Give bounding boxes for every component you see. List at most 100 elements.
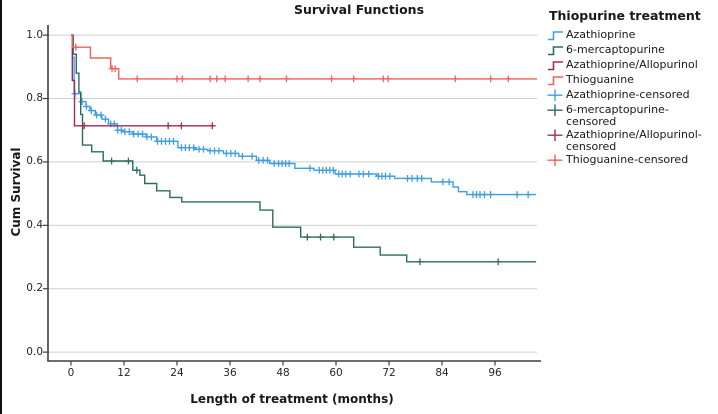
y-tick-label: 0.2	[26, 282, 43, 295]
step-line-icon	[547, 59, 566, 72]
censor-mark-thioguanine	[328, 75, 335, 83]
legend-item-label: Azathioprine/Allopurinol	[566, 58, 698, 71]
censor-mark-azathioprine	[445, 178, 453, 186]
censor-mark-azathioprine	[248, 152, 256, 160]
legend-item-label: 6-mercaptopurine	[566, 43, 665, 56]
censor-mark-6-mercaptopurine	[124, 157, 132, 165]
x-tick-label: 12	[117, 367, 131, 379]
legend-item-6-mercaptopurine: 6-mercaptopurine	[547, 44, 713, 57]
step-line-icon	[547, 44, 566, 57]
x-tick-label: 24	[170, 367, 184, 379]
censor-mark-azathioprine	[524, 191, 532, 198]
x-tick-label: 96	[488, 367, 502, 379]
censor-mark-azathioprine	[264, 156, 271, 164]
censor-mark-thioguanine	[213, 75, 221, 83]
censor-mark-6-mercaptopurine	[303, 233, 311, 241]
censor-mark-azathioprine	[346, 170, 354, 178]
plus-censor-icon	[547, 154, 566, 167]
legend-item-thioguanine: Thioguanine	[547, 74, 713, 87]
censor-mark-azathioprine	[487, 191, 495, 198]
step-line-icon	[547, 29, 566, 42]
censor-mark-azathioprine-allopurinol	[80, 122, 88, 130]
censor-mark-6-mercaptopurine	[133, 166, 141, 174]
censor-mark-azathioprine	[97, 111, 105, 119]
censor-mark-thioguanine	[451, 75, 459, 83]
y-tick-label: 1.0	[26, 28, 43, 41]
censor-mark-azathioprine	[190, 144, 198, 152]
legend-item-6-mercaptopurine-censored: 6-mercaptopurine-censored	[547, 104, 713, 127]
x-tick-label: 84	[435, 367, 449, 379]
censor-mark-6-mercaptopurine	[317, 233, 324, 241]
survival-curve-azathioprine-allopurinol	[71, 34, 214, 127]
censor-mark-thioguanine	[244, 75, 252, 83]
censor-mark-azathioprine	[329, 166, 337, 174]
censor-mark-azathioprine	[306, 164, 314, 172]
censor-mark-thioguanine	[178, 75, 186, 83]
censor-mark-thioguanine	[350, 75, 358, 83]
censor-mark-6-mercaptopurine	[108, 157, 116, 165]
censor-mark-6-mercaptopurine	[494, 258, 502, 266]
censor-mark-azathioprine-allopurinol	[178, 122, 185, 130]
censor-mark-azathioprine-allopurinol	[208, 122, 216, 130]
censor-mark-azathioprine	[83, 103, 90, 110]
legend-item-label: Azathioprine-censored	[566, 88, 690, 101]
y-tick-label: 0.6	[26, 155, 43, 168]
censor-mark-azathioprine	[125, 128, 133, 136]
x-axis-label: Length of treatment (months)	[190, 392, 394, 406]
censor-mark-thioguanine	[72, 43, 80, 51]
censor-mark-azathioprine	[87, 107, 95, 114]
censor-mark-azathioprine	[139, 130, 146, 138]
censor-mark-azathioprine	[418, 175, 426, 182]
censor-mark-azathioprine	[78, 98, 86, 106]
figure-left-border	[0, 0, 2, 414]
step-line-icon	[547, 74, 566, 87]
x-tick-label: 48	[276, 367, 290, 379]
legend-item-azathioprine-allopurinol: Azathioprine/Allopurinol	[547, 59, 713, 72]
x-tick-label: 36	[223, 367, 237, 379]
chart-title: Survival Functions	[293, 2, 425, 17]
censor-mark-azathioprine	[117, 126, 125, 134]
censor-mark-6-mercaptopurine	[416, 258, 424, 266]
legend-item-azathioprine: Azathioprine	[547, 29, 713, 42]
censor-mark-thioguanine	[384, 75, 392, 83]
censor-mark-thioguanine	[111, 65, 119, 73]
legend-item-label: 6-mercaptopurine-censored	[566, 103, 669, 128]
censor-mark-thioguanine	[133, 75, 141, 83]
censor-mark-thioguanine	[283, 75, 290, 83]
y-tick-label: 0.4	[26, 218, 43, 231]
censor-mark-thioguanine	[206, 75, 214, 83]
legend: Thiopurine treatment Azathioprine 6-merc…	[547, 8, 713, 169]
legend-item-azathioprine-censored: Azathioprine-censored	[547, 89, 713, 102]
censor-mark-6-mercaptopurine	[330, 233, 338, 241]
survival-curve-thioguanine	[71, 34, 537, 80]
y-tick-label: 0.8	[26, 92, 43, 105]
censor-mark-azathioprine	[200, 145, 207, 153]
censor-mark-azathioprine	[215, 147, 223, 155]
censor-mark-azathioprine	[170, 137, 177, 145]
censor-mark-thioguanine	[221, 75, 229, 83]
survival-curve-6-mercaptopurine	[71, 34, 537, 263]
censor-mark-azathioprine	[231, 149, 239, 157]
censor-mark-azathioprine	[147, 133, 155, 141]
y-tick-label: 0.0	[26, 345, 43, 358]
x-tick-label: 0	[67, 367, 75, 379]
censor-mark-azathioprine	[102, 115, 109, 123]
legend-item-label: Azathioprine	[566, 28, 636, 41]
plus-censor-icon	[547, 129, 566, 142]
censor-mark-azathioprine-allopurinol	[164, 122, 172, 130]
legend-item-label: Thioguanine-censored	[566, 153, 689, 166]
censor-mark-azathioprine	[513, 191, 521, 198]
legend-title: Thiopurine treatment	[549, 8, 701, 23]
censor-mark-azathioprine	[238, 152, 246, 160]
censor-mark-azathioprine	[439, 178, 447, 186]
plus-censor-icon	[547, 104, 566, 117]
x-tick-label: 72	[382, 367, 396, 379]
censor-mark-azathioprine	[285, 160, 293, 167]
censor-mark-thioguanine	[504, 75, 512, 83]
legend-item-azathioprine-allopurinol-censored: Azathioprine/Allopurinol-censored	[547, 129, 713, 152]
censor-mark-azathioprine	[386, 172, 394, 180]
censor-mark-azathioprine	[481, 191, 488, 198]
censor-mark-azathioprine	[365, 170, 373, 178]
censor-mark-thioguanine	[487, 75, 495, 83]
